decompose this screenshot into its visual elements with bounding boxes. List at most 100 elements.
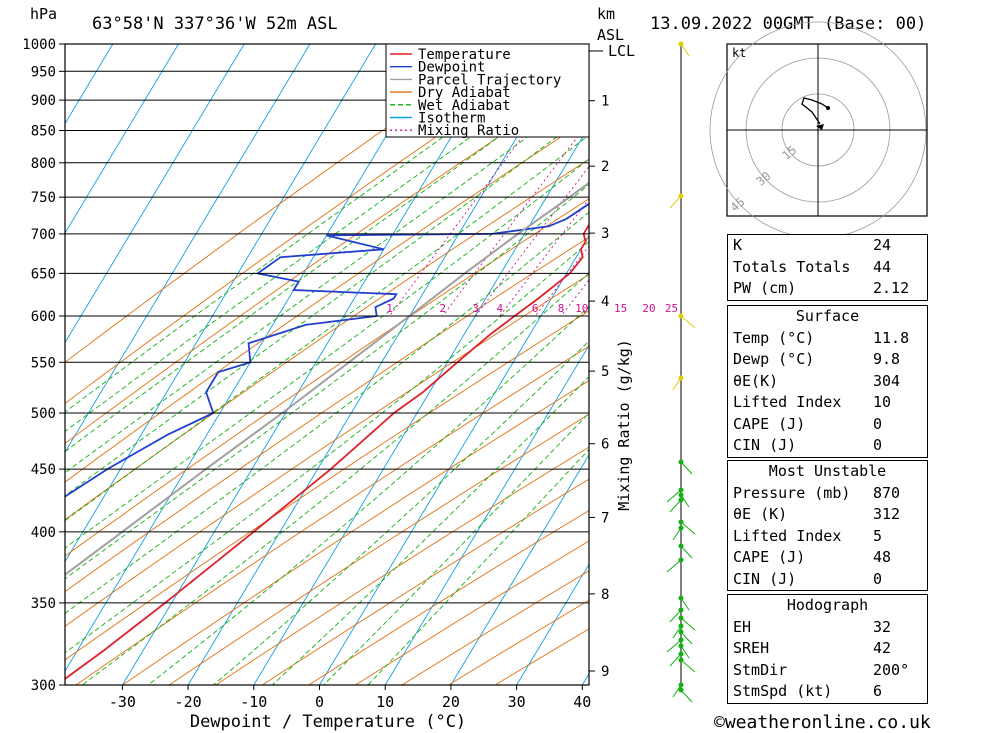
hodo-key: EH bbox=[733, 617, 752, 636]
surface-title: Surface bbox=[795, 307, 860, 325]
temperature-tick-label: 20 bbox=[442, 693, 460, 711]
isotherm-line bbox=[384, 344, 589, 685]
mixing-ratio-label: 20 bbox=[642, 302, 655, 315]
mu-row: Lifted Index 5 bbox=[728, 526, 927, 548]
pressure-tick-label: 400 bbox=[31, 525, 56, 541]
most-unstable-title: Most Unstable bbox=[768, 462, 887, 480]
pressure-tick-label: 550 bbox=[31, 355, 56, 371]
index-row: Totals Totals 44 bbox=[728, 257, 927, 279]
km-tick-label: 3 bbox=[601, 226, 609, 242]
surface-value: 10 bbox=[873, 393, 892, 411]
pressure-tick-label: 1000 bbox=[22, 37, 56, 53]
wind-barb bbox=[669, 499, 682, 513]
mu-row: Pressure (mb) 870 bbox=[728, 483, 927, 505]
mixing-ratio-line bbox=[442, 120, 589, 317]
hodo-key: StmDir bbox=[733, 660, 788, 679]
wind-barb bbox=[672, 527, 682, 541]
mu-value: 0 bbox=[873, 569, 883, 588]
mu-key: CAPE (J) bbox=[733, 548, 806, 566]
mu-value: 312 bbox=[873, 505, 901, 523]
dry-adiabat-line bbox=[65, 44, 573, 405]
surface-key: CIN (J) bbox=[733, 436, 797, 454]
temperature-tick-label: 10 bbox=[376, 693, 394, 711]
wind-barb bbox=[680, 631, 693, 645]
wind-barb bbox=[680, 521, 696, 535]
temperature-line bbox=[65, 223, 589, 681]
isotherm-line bbox=[253, 125, 589, 685]
wind-barb bbox=[680, 461, 693, 475]
surface-row: Lifted Index 10 bbox=[728, 392, 927, 414]
index-key: Totals Totals bbox=[733, 257, 851, 276]
lcl-label: LCL bbox=[608, 42, 635, 60]
index-row: K 24 bbox=[728, 235, 927, 257]
km-tick-label: 6 bbox=[601, 437, 609, 453]
hodo-row: EH 32 bbox=[728, 617, 927, 639]
wet-adiabat-line bbox=[65, 50, 589, 432]
km-tick-label: 5 bbox=[601, 364, 609, 380]
isotherm-line bbox=[65, 44, 114, 125]
pressure-unit-label: hPa bbox=[30, 5, 57, 23]
hodograph-trace bbox=[801, 97, 829, 125]
index-row: PW (cm) 2.12 bbox=[728, 278, 927, 300]
mixing-ratio-label: 10 bbox=[575, 302, 588, 315]
mu-value: 48 bbox=[873, 548, 892, 566]
pressure-tick-label: 950 bbox=[31, 64, 56, 80]
surface-value: 11.8 bbox=[873, 328, 910, 347]
surface-table: Surface Temp (°C) 11.8 Dewp (°C) 9.8 θE(K)… bbox=[727, 305, 928, 458]
surface-value: 304 bbox=[873, 371, 901, 390]
legend-label: Dry Adiabat bbox=[418, 85, 511, 101]
wind-barb bbox=[672, 625, 682, 639]
wind-barb bbox=[680, 545, 693, 559]
dewpoint-line bbox=[65, 202, 589, 498]
hodo-key: SREH bbox=[733, 639, 770, 657]
pressure-tick-label: 700 bbox=[31, 227, 56, 243]
mu-value: 5 bbox=[873, 526, 883, 545]
mu-row: CAPE (J) 48 bbox=[728, 547, 927, 569]
km-tick-label: 1 bbox=[601, 94, 609, 110]
wind-barb bbox=[680, 597, 690, 611]
wind-barb bbox=[666, 639, 682, 653]
pressure-tick-label: 750 bbox=[31, 190, 56, 206]
mixing-ratio-label: 8 bbox=[558, 302, 565, 315]
mixing-ratio-label: 15 bbox=[614, 302, 627, 315]
wind-barb bbox=[672, 684, 682, 698]
location-title: 63°58'N 337°36'W 52m ASL bbox=[92, 14, 338, 34]
mixing-ratio-label: 3 bbox=[472, 302, 479, 315]
dry-adiabat-line bbox=[215, 446, 589, 685]
dry-adiabat-line bbox=[122, 380, 589, 685]
index-value: 24 bbox=[873, 236, 892, 254]
wind-barb bbox=[680, 645, 690, 659]
isotherm-line bbox=[65, 44, 376, 563]
mixing-ratio-label: 6 bbox=[532, 302, 539, 315]
wind-barb bbox=[680, 689, 693, 703]
hodo-row: StmDir 200° bbox=[728, 660, 927, 682]
most-unstable-table: Most Unstable Pressure (mb) 870 θE (K) 312… bbox=[727, 460, 928, 591]
mixing-ratio-label: 25 bbox=[665, 302, 678, 315]
index-key: PW (cm) bbox=[733, 279, 797, 297]
pressure-tick-label: 800 bbox=[31, 156, 56, 172]
legend-label: Wet Adiabat bbox=[418, 98, 511, 114]
surface-value: 0 bbox=[873, 436, 883, 454]
legend-label: Isotherm bbox=[418, 111, 485, 127]
dry-adiabat-line bbox=[65, 75, 589, 444]
surface-row: Temp (°C) 11.8 bbox=[728, 328, 927, 350]
wet-adiabat-line bbox=[147, 305, 589, 685]
surface-row: CAPE (J) 0 bbox=[728, 414, 927, 436]
wind-barb bbox=[666, 559, 682, 573]
hodograph-table-title: Hodograph bbox=[786, 596, 869, 614]
storm-motion-marker bbox=[816, 124, 824, 130]
mu-row: CIN (J) 0 bbox=[728, 569, 927, 591]
wind-barb bbox=[680, 43, 690, 57]
surface-row: CIN (J) 0 bbox=[728, 435, 927, 457]
temperature-tick-label: 0 bbox=[315, 693, 324, 711]
mu-key: Lifted Index bbox=[733, 526, 842, 545]
dry-adiabat-line bbox=[75, 345, 589, 685]
mixing-ratio-line bbox=[475, 165, 589, 317]
surface-key: Dewp (°C) bbox=[733, 350, 815, 368]
mixing-ratio-label: 4 bbox=[496, 302, 503, 315]
isotherm-line bbox=[516, 563, 589, 685]
wet-adiabat-line bbox=[65, 134, 589, 522]
hodograph-end-dot bbox=[826, 106, 830, 110]
